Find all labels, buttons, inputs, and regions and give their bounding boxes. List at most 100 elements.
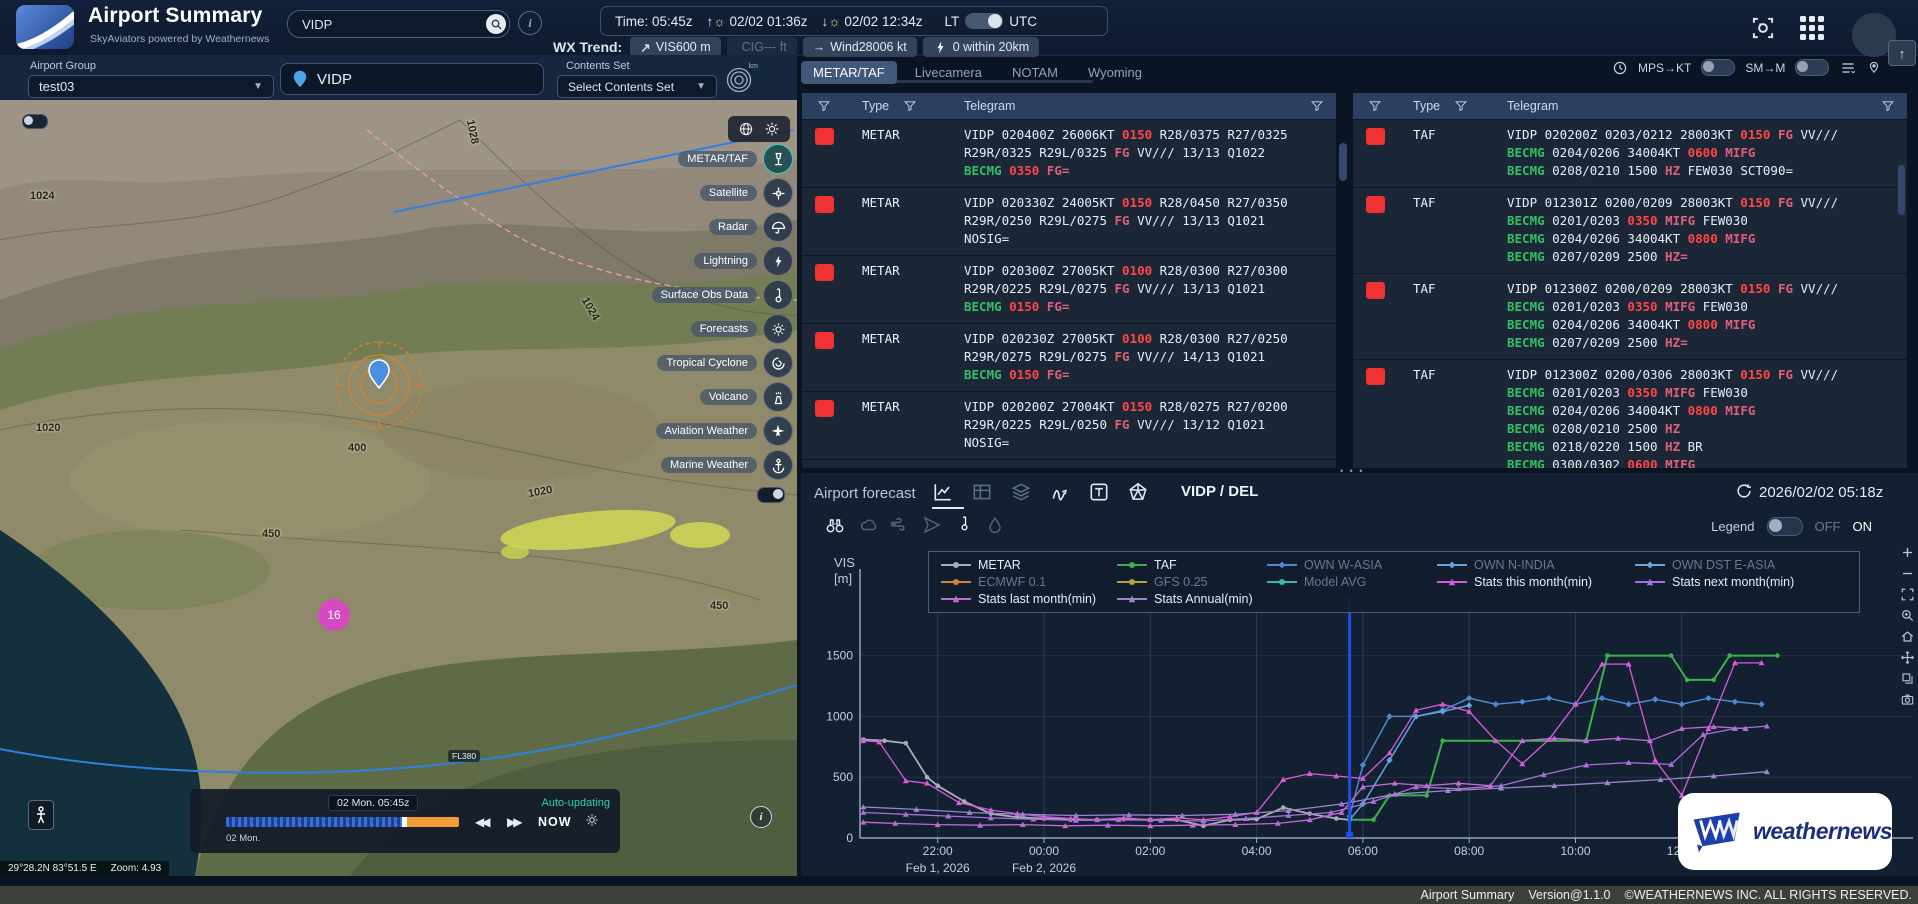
rewind-button[interactable]: ◀◀ <box>475 815 491 829</box>
airport-search[interactable] <box>287 10 510 38</box>
legend-item[interactable]: ECMWF 0.1 <box>941 575 1117 589</box>
now-button[interactable]: NOW <box>538 815 572 829</box>
legend-item[interactable]: TAF <box>1117 558 1267 572</box>
telegram-row[interactable]: TAF VIDP 012300Z 0200/0209 28003KT 0150 F… <box>1353 273 1907 359</box>
type-column-header[interactable]: Type <box>1413 99 1441 113</box>
filter-icon[interactable] <box>1310 99 1324 113</box>
forward-button[interactable]: ▶▶ <box>507 815 523 829</box>
plus-icon[interactable] <box>1900 545 1915 560</box>
telegram-row[interactable]: METAR VIDP 020230Z 27005KT 0100 R28/0300 … <box>802 323 1336 391</box>
sun-icon[interactable] <box>763 314 793 344</box>
legend-on-label[interactable]: ON <box>1852 519 1873 534</box>
search-input[interactable] <box>288 15 474 33</box>
volcano-icon[interactable] <box>763 382 793 412</box>
layers-toggle[interactable] <box>757 487 785 503</box>
layers-icon[interactable] <box>1010 481 1032 503</box>
zoom-icon[interactable] <box>1900 608 1915 623</box>
thermo-icon[interactable] <box>763 280 793 310</box>
legend-item[interactable]: Stats Annual(min) <box>1117 592 1267 606</box>
telegram-column-header[interactable]: Telegram <box>964 99 1016 113</box>
stack-icon[interactable] <box>1900 671 1915 686</box>
map-info-icon[interactable]: i <box>750 806 772 828</box>
tab-livecamera[interactable]: Livecamera <box>914 64 982 80</box>
refresh-icon[interactable] <box>1735 482 1753 500</box>
lightning-cluster-badge[interactable]: 16 <box>318 599 350 631</box>
history-clock-icon[interactable] <box>1612 60 1628 76</box>
cloud-icon[interactable] <box>858 515 880 535</box>
tab-metar-taf[interactable]: METAR/TAF <box>801 60 897 84</box>
airport-group-select[interactable]: test03 ▼ <box>28 75 274 98</box>
screenshot-icon[interactable] <box>1750 15 1776 41</box>
telegram-row[interactable]: METAR VIDP 020200Z 27004KT 0150 R28/0275 … <box>802 391 1336 459</box>
type-column-header[interactable]: Type <box>862 99 890 113</box>
thermo-icon[interactable] <box>956 515 973 532</box>
legend-item[interactable]: Stats this month(min) <box>1437 575 1635 589</box>
filter-icon[interactable] <box>1454 99 1468 113</box>
gear-icon[interactable] <box>764 121 780 137</box>
telegram-row[interactable]: TAF VIDP 012300Z 0200/0306 28003KT 0150 F… <box>1353 359 1907 468</box>
legend-item[interactable]: METAR <box>941 558 1117 572</box>
pin-icon[interactable] <box>1867 60 1881 76</box>
vis-forecast-chart[interactable]: 22:00 Feb 1, 2026 00:00 Feb 2, 2026 02:00 04:… <box>801 473 1918 882</box>
telegram-row[interactable]: METAR VIDP 020330Z 24005KT 0150 R28/0450 … <box>802 187 1336 255</box>
telegram-row[interactable]: METAR VIDP 020300Z 27005KT 0100 R28/0300 … <box>802 255 1336 323</box>
timeline-slider[interactable] <box>226 817 459 827</box>
search-icon[interactable] <box>486 14 506 34</box>
range-rings-icon[interactable]: km <box>722 63 758 97</box>
binoculars-icon[interactable] <box>824 515 846 535</box>
legend-item[interactable]: OWN DST E-ASIA <box>1635 558 1845 572</box>
mps-kt-toggle[interactable] <box>1701 59 1736 76</box>
move-icon[interactable] <box>1900 650 1915 665</box>
apps-grid-icon[interactable] <box>1800 16 1824 40</box>
text-t-icon[interactable] <box>1088 481 1110 503</box>
airport-field[interactable]: VIDP <box>280 63 544 95</box>
camera-icon[interactable] <box>1900 692 1915 707</box>
jet-icon[interactable] <box>1049 481 1071 503</box>
minus-icon[interactable] <box>1900 566 1915 581</box>
wind-icon[interactable] <box>887 515 909 535</box>
droplet-icon[interactable] <box>985 515 1005 535</box>
legend-item[interactable]: OWN W-ASIA <box>1267 558 1437 572</box>
map-mini-toggle[interactable] <box>22 114 48 129</box>
metar-scrollbar[interactable] <box>1339 143 1347 181</box>
filter-icon[interactable] <box>903 99 917 113</box>
timezone-toggle[interactable] <box>965 13 1004 29</box>
scroll-top-button[interactable]: ↑ <box>1888 40 1916 66</box>
map[interactable]: 1024 1028 1024 1020 400 1020 450 450 16 FL380 M… <box>0 100 797 876</box>
slider-handle[interactable] <box>402 817 407 827</box>
timeline-gear-icon[interactable] <box>585 813 599 827</box>
plane-icon[interactable] <box>763 416 793 446</box>
tab-notam[interactable]: NOTAM <box>1011 64 1058 80</box>
telegram-row[interactable]: METAR VIDP 020400Z 26006KT 0150 R28/0375 … <box>802 119 1336 187</box>
info-icon[interactable]: i <box>518 11 542 35</box>
table-icon[interactable] <box>971 481 993 503</box>
nav-icon[interactable] <box>922 515 942 535</box>
cyclone-icon[interactable] <box>763 348 793 378</box>
metar-hscroll-dots[interactable]: • • • <box>1340 466 1365 476</box>
filter-icon[interactable] <box>817 99 831 113</box>
globe-icon[interactable] <box>738 121 754 137</box>
legend-item[interactable]: Stats next month(min) <box>1635 575 1845 589</box>
legend-item[interactable]: GFS 0.25 <box>1117 575 1267 589</box>
pentagon-icon[interactable] <box>1127 481 1149 503</box>
home-icon[interactable] <box>1900 629 1915 644</box>
airport-pin[interactable] <box>368 359 390 390</box>
contents-set-select[interactable]: Select Contents Set ▼ <box>557 75 717 98</box>
telegram-row[interactable]: TAF VIDP 012301Z 0200/0209 28003KT 0150 F… <box>1353 187 1907 273</box>
legend-off-label[interactable]: OFF <box>1814 519 1841 534</box>
anchor-icon[interactable] <box>763 450 793 480</box>
tab-wyoming[interactable]: Wyoming <box>1087 64 1143 80</box>
legend-item[interactable]: Stats last month(min) <box>941 592 1117 606</box>
legend-item[interactable]: Model AVG <box>1267 575 1437 589</box>
sm-m-toggle[interactable] <box>1795 59 1830 76</box>
filter-icon[interactable] <box>1881 99 1895 113</box>
chart-line-icon[interactable] <box>932 481 954 503</box>
telegram-row[interactable]: TAF VIDP 020200Z 0203/0212 28003KT 0150 F… <box>1353 119 1907 187</box>
telegram-column-header[interactable]: Telegram <box>1507 99 1559 113</box>
radar-icon[interactable] <box>763 212 793 242</box>
tower-icon[interactable] <box>763 144 793 174</box>
legend-item[interactable]: OWN N-INDIA <box>1437 558 1635 572</box>
taf-scrollbar[interactable] <box>1898 165 1905 215</box>
bolt-icon[interactable] <box>763 246 793 276</box>
